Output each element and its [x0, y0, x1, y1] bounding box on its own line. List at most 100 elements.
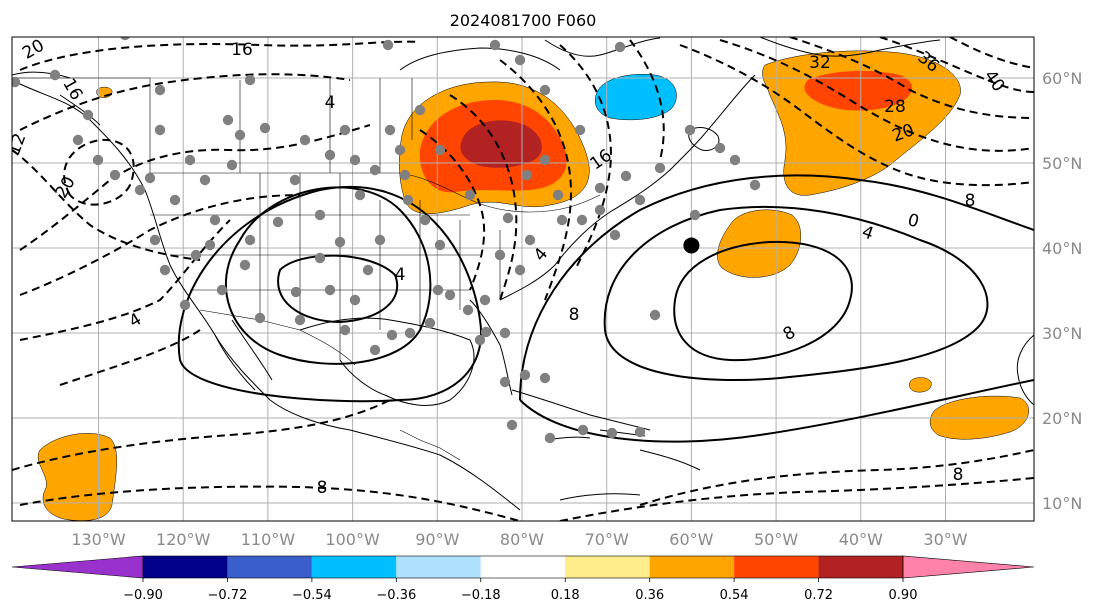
contour-label: 8	[569, 305, 580, 325]
map-area: 20 16 12 20 16 4 4 4 4 8 0 4 8 8 8 16 20…	[12, 37, 1034, 521]
coast-gulf-of-mexico	[299, 317, 475, 406]
positive-contours	[177, 174, 1034, 443]
station-dot	[502, 212, 514, 224]
longitude-label: 120°W	[156, 530, 211, 549]
colorbar-segment	[311, 556, 397, 578]
colorbar-segment	[143, 556, 228, 578]
contour-pos-atl-inner	[673, 240, 853, 362]
station-dot	[620, 170, 632, 182]
colorbar-tick-label: 0.18	[551, 588, 580, 603]
station-dot	[204, 239, 216, 251]
station-dot	[184, 154, 196, 166]
station-dot	[272, 216, 284, 228]
shade-orange-small-atlantic	[909, 377, 932, 393]
station-dot	[499, 376, 511, 388]
station-dot	[144, 172, 156, 184]
station-dot	[362, 264, 374, 276]
colorbar-frame	[142, 555, 904, 579]
contour-pos-atl-outer-2	[519, 379, 1034, 443]
station-dot	[524, 234, 536, 246]
station-dot	[714, 142, 726, 154]
station-dot	[480, 326, 492, 338]
contour-neg-6	[19, 219, 231, 341]
coast-greenland	[759, 37, 941, 57]
station-dot	[506, 419, 518, 431]
shaded-anomalies	[37, 50, 1029, 521]
contour-neg-2	[19, 73, 351, 131]
contour-neg-19	[789, 37, 1034, 119]
station-dot	[434, 144, 446, 156]
station-dot	[369, 164, 381, 176]
station-dot	[209, 214, 221, 226]
station-dot	[154, 84, 166, 96]
colorbar-tick-label: 0.36	[635, 588, 664, 603]
station-dot	[154, 124, 166, 136]
contour-neg-20	[879, 37, 1034, 93]
contour-neg-13	[449, 94, 518, 301]
station-dot	[574, 124, 586, 136]
station-dot	[749, 179, 761, 191]
station-dot	[606, 427, 618, 439]
latitude-label: 50°N	[1042, 154, 1082, 173]
station-dot	[539, 154, 551, 166]
station-dot	[444, 289, 456, 301]
contour-neg-18	[719, 39, 1034, 152]
colorbar-segment	[649, 556, 735, 578]
station-dot	[576, 214, 588, 226]
station-dot	[394, 144, 406, 156]
colorbar-tick-label: 0.90	[889, 588, 918, 603]
border-us-canada	[150, 172, 601, 213]
station-dot	[514, 264, 526, 276]
longitude-label: 130°W	[71, 530, 126, 549]
station-dot	[464, 189, 476, 201]
contour-neg-22	[12, 149, 201, 261]
longitude-label: 90°W	[415, 530, 459, 549]
colorbar-segment	[480, 556, 566, 578]
station-dot	[324, 149, 336, 161]
station-dot	[634, 426, 646, 438]
station-dot	[49, 69, 61, 81]
border-canada-provinces	[239, 78, 413, 173]
station-dot	[521, 169, 533, 181]
contour-neg-11	[639, 449, 1034, 506]
station-dot	[369, 344, 381, 356]
coast-hudson-bay	[399, 37, 661, 71]
station-dot	[324, 284, 336, 296]
station-dot	[384, 124, 396, 136]
contour-neg-3	[63, 138, 135, 206]
colorbar-tick-label: −0.90	[123, 588, 163, 603]
station-dot	[684, 124, 696, 136]
coast-alaska-panhandle	[12, 71, 101, 126]
station-dot	[419, 214, 431, 226]
contour-label: 8	[965, 191, 976, 211]
contour-pos-atl-outer	[519, 174, 1034, 401]
colorbar-tick-label: −0.36	[376, 588, 416, 603]
contour-label: 8	[953, 465, 964, 485]
station-dot	[514, 54, 526, 66]
station-dot	[199, 174, 211, 186]
station-dot	[402, 194, 414, 206]
station-dot	[222, 114, 234, 126]
station-dot	[259, 122, 271, 134]
station-dot	[190, 249, 202, 261]
station-dot	[339, 124, 351, 136]
contour-neg-7	[59, 329, 201, 386]
station-dot	[254, 312, 266, 324]
colorbar-tick-label: 0.72	[804, 588, 833, 603]
contour-label: 16	[231, 40, 253, 60]
station-dot	[314, 209, 326, 221]
gridlines	[12, 37, 1034, 521]
station-dot	[544, 432, 556, 444]
station-dot	[120, 37, 130, 41]
station-dot	[614, 41, 626, 53]
station-dot	[474, 334, 486, 346]
coast-baja	[214, 319, 273, 391]
colorbar-tick-labels: −0.90 −0.72 −0.54 −0.36 −0.18 0.18 0.36 0.54 0.7…	[123, 578, 917, 603]
center-marker	[683, 237, 700, 254]
longitude-label: 70°W	[585, 530, 629, 549]
latitude-label: 20°N	[1042, 409, 1082, 428]
longitude-label: 80°W	[500, 530, 544, 549]
colorbar-segment	[565, 556, 650, 578]
station-dot	[294, 314, 306, 326]
map-title: 2024081700 F060	[450, 11, 597, 30]
